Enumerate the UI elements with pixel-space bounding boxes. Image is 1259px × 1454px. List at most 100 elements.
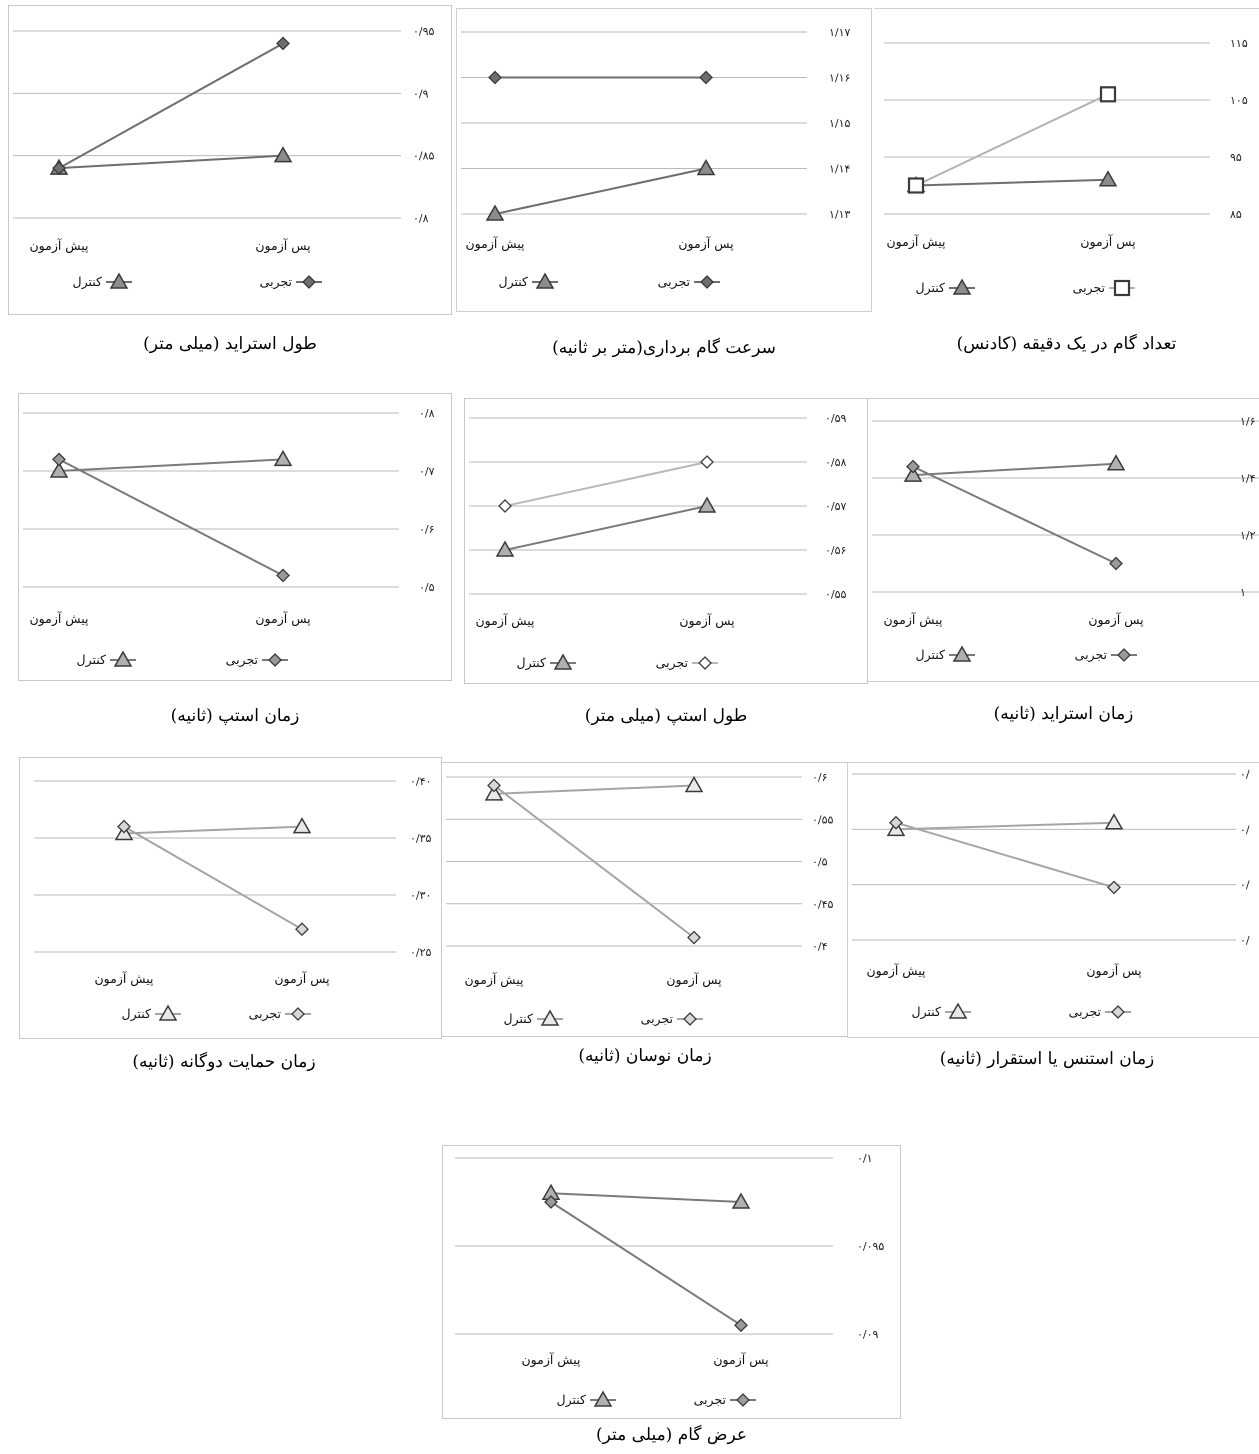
series-line-experimental — [58, 42, 284, 170]
series-line-control — [550, 1192, 742, 1203]
chart-svg-double-support-time: ۰/۲۵ ۰/۳۰ ۰/۳۵ ۰/۴۰ پیش آزمون پس آزمون کنترل تج… — [34, 775, 432, 1022]
chart-svg-stance-time: ۰/۰/۰/۰/پیش آزمون پس آزمون کنترل تجربی — [852, 768, 1250, 1020]
y-tick-label: ۰/ — [1240, 823, 1250, 836]
series-line-experimental — [123, 825, 303, 931]
legend-label-experimental: تجربی — [226, 652, 259, 668]
chart-svg-step-width: ۰/۰۹ ۰/۰۹۵ ۰/۱ پیش آزمون پس آزمون کنترل تجربی — [455, 1152, 884, 1408]
legend-marker — [683, 1012, 697, 1026]
data-point-experimental — [1107, 880, 1121, 895]
data-point-control — [495, 540, 515, 557]
legend-marker — [113, 650, 133, 667]
data-point-experimental — [117, 819, 131, 834]
legend-label-experimental: تجربی — [641, 1011, 674, 1027]
legend-marker — [948, 1002, 968, 1019]
chart-caption-step-velocity: سرعت گام برداری(متر بر ثانیه) — [552, 338, 776, 358]
x-category-label: پس آزمون — [1086, 963, 1142, 979]
legend-marker — [291, 1007, 305, 1021]
chart-panel-stance-time: ۰/۰/۰/۰/پیش آزمون پس آزمون کنترل تجربی — [847, 762, 1259, 1038]
y-tick-label: ۰/۵۹ — [825, 412, 847, 425]
data-point-control — [484, 784, 504, 801]
data-point-experimental — [488, 70, 502, 85]
y-tick-label: ۰/۴ — [812, 940, 828, 953]
legend-label-control: کنترل — [916, 647, 946, 663]
y-tick-label: ۱/۶ — [1240, 415, 1256, 428]
data-point-experimental — [544, 1195, 558, 1209]
legend-marker — [698, 656, 712, 670]
data-point-control — [696, 158, 716, 176]
x-category-label: پس آزمون — [678, 236, 734, 252]
y-tick-label: ۰/۵۵ — [825, 588, 847, 601]
legend-marker — [553, 653, 573, 670]
y-tick-label: ۹۵ — [1230, 151, 1242, 164]
y-tick-label: ۰/۶ — [812, 771, 828, 784]
x-category-label: پیش آزمون — [29, 238, 89, 254]
y-tick-label: ۰/ — [1240, 879, 1250, 892]
x-category-label: پیش آزمون — [866, 963, 926, 979]
chart-svg-stride-time: ۱ ۱/۲ ۱/۴ ۱/۶ پیش آزمون پس آزمون کنترل تجربی — [872, 415, 1259, 663]
series-line-control — [494, 167, 707, 215]
data-point-control — [684, 775, 704, 793]
legend-label-experimental: تجربی — [1069, 1004, 1102, 1020]
x-category-label: پس آزمون — [255, 611, 311, 627]
chart-caption-cadence: تعداد گام در یک دقیقه (کادنس) — [956, 334, 1177, 354]
x-category-label: پس آزمون — [666, 972, 722, 988]
legend-label-experimental: تجربی — [658, 274, 691, 290]
legend-marker — [952, 645, 972, 662]
legend-label-control: کنترل — [122, 1006, 152, 1022]
x-category-label: پس آزمون — [713, 1352, 769, 1368]
data-point-control — [1106, 454, 1126, 471]
data-point-experimental — [700, 455, 714, 469]
x-category-label: پس آزمون — [274, 971, 330, 987]
y-tick-label: ۰/۴۵ — [812, 898, 834, 911]
y-tick-label: ۰/۴۰ — [410, 775, 431, 788]
y-tick-label: ۰/۳۵ — [410, 832, 432, 845]
x-category-label: پیش آزمون — [475, 613, 535, 629]
data-point-experimental — [295, 922, 309, 937]
y-tick-label: ۱/۲ — [1240, 529, 1256, 542]
chart-panel-step-time: ۰/۵ ۰/۶ ۰/۷ ۰/۸ پیش آزمون پس آزمون کنترل تجربی — [18, 393, 452, 681]
y-tick-label: ۰/۳۰ — [410, 889, 431, 902]
legend-marker — [1111, 1005, 1125, 1019]
y-tick-label: ۰/۹۵ — [413, 25, 435, 38]
y-tick-label: ۰/۸ — [419, 407, 435, 420]
chart-panel-step-length: ۰/۵۵ ۰/۵۶ ۰/۵۷ ۰/۵۸ ۰/۵۹ پیش آزمون پس آزمون کنت… — [464, 398, 868, 684]
legend-label-control: کنترل — [77, 652, 107, 668]
x-category-label: پس آزمون — [255, 238, 311, 254]
data-point-experimental — [907, 177, 925, 194]
y-tick-label: ۱/۴ — [1240, 472, 1256, 485]
legend-marker — [1113, 279, 1131, 297]
legend-label-control: کنترل — [912, 1004, 942, 1020]
y-tick-label: ۰/۷ — [419, 465, 435, 478]
y-tick-label: ۱/۱۵ — [829, 117, 851, 130]
series-line-control — [58, 458, 284, 472]
legend-label-control: کنترل — [499, 274, 529, 290]
data-point-experimental — [276, 36, 290, 51]
data-point-experimental — [52, 161, 66, 176]
data-point-control — [697, 496, 717, 513]
y-tick-label: ۰/ — [1240, 768, 1250, 781]
y-tick-label: ۰/۵ — [812, 856, 828, 869]
y-tick-label: ۰/۵۵ — [812, 813, 834, 826]
chart-caption-step-time: زمان استپ (ثانیه) — [170, 706, 300, 726]
series-line-experimental — [915, 93, 1109, 187]
series-line-control — [493, 784, 695, 795]
legend-marker — [540, 1009, 560, 1026]
y-tick-label: ۰/۸۵ — [413, 150, 435, 163]
y-tick-label: ۱/۱۶ — [829, 72, 850, 85]
series-line-experimental — [550, 1201, 742, 1327]
legend-label-control: کنترل — [517, 655, 547, 671]
chart-caption-stance-time: زمان استنس یا استقرار (ثانیه) — [939, 1049, 1155, 1069]
data-point-control — [273, 146, 293, 163]
y-tick-label: ۰/۵۷ — [825, 500, 847, 513]
data-point-experimental — [276, 568, 290, 583]
legend-label-experimental: تجربی — [656, 655, 689, 671]
chart-svg-stride-length: ۰/۸ ۰/۸۵ ۰/۹ ۰/۹۵ پیش آزمون پس آزمون کنترل تجرب… — [13, 25, 435, 290]
legend-marker — [1117, 648, 1131, 662]
y-tick-label: ۰/ — [1240, 934, 1250, 947]
y-tick-label: ۰/۶ — [419, 523, 435, 536]
data-point-control — [49, 461, 69, 478]
data-point-experimental — [889, 815, 903, 830]
data-point-experimental — [1109, 556, 1123, 571]
series-line-experimental — [912, 465, 1117, 565]
data-point-experimental — [687, 930, 701, 945]
